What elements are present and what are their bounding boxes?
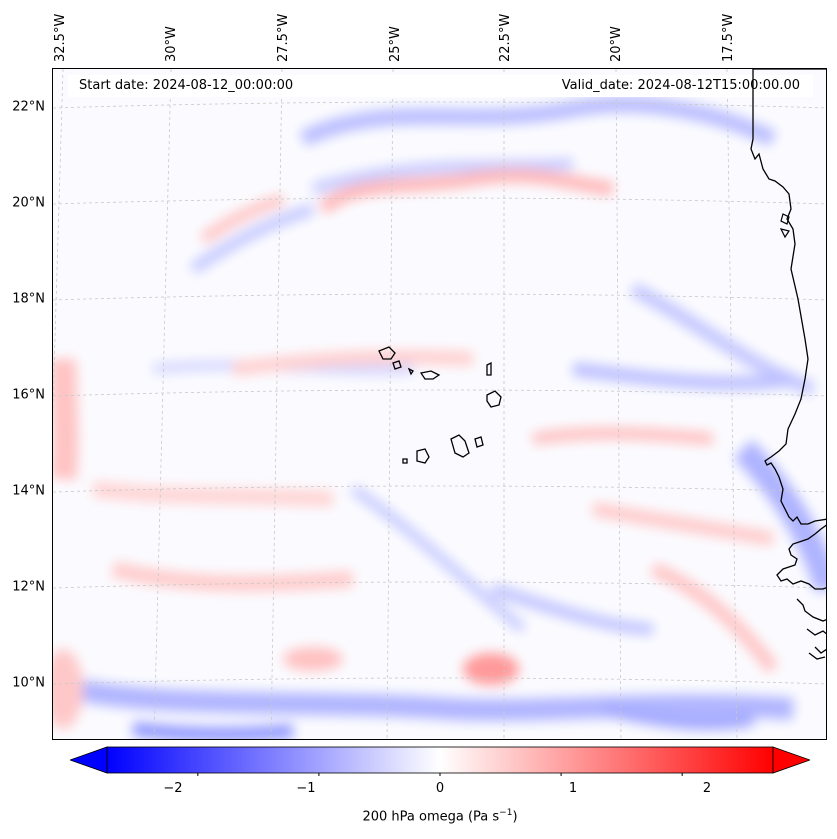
cape-verde-islands bbox=[378, 346, 502, 464]
start-date-label: Start date: 2024-08-12_00:00:00 bbox=[79, 78, 294, 93]
header-band bbox=[68, 75, 813, 97]
lat-label-10n: 10°N bbox=[12, 675, 45, 691]
omega-field-map bbox=[53, 69, 826, 739]
colorbar-tick-label: 0 bbox=[435, 781, 445, 796]
lat-label-14n: 14°N bbox=[12, 483, 45, 499]
lat-label-18n: 18°N bbox=[12, 291, 45, 307]
lat-label-12n: 12°N bbox=[12, 579, 45, 595]
lon-label-20w: 20°W bbox=[609, 26, 624, 62]
omega-field-shading bbox=[53, 96, 826, 739]
lat-label-22n: 22°N bbox=[12, 99, 45, 115]
lat-label-20n: 20°N bbox=[12, 195, 45, 211]
colorbar-tick-label: 1 bbox=[568, 781, 578, 796]
lon-label-30w: 30°W bbox=[164, 26, 179, 62]
valid-date-label: Valid_date: 2024-08-12T15:00:00.00 bbox=[561, 78, 800, 93]
colorbar-tick-label: −2 bbox=[163, 781, 183, 796]
lon-label-27-5w: 27.5°W bbox=[276, 13, 291, 62]
colorbar-min-extend bbox=[70, 746, 108, 774]
colorbar-label: 200 hPa omega (Pa s−1) bbox=[362, 808, 518, 825]
colorbar-tick-label: 2 bbox=[702, 781, 712, 796]
map-gridlines bbox=[53, 69, 826, 739]
colorbar-tick-label: −1 bbox=[296, 781, 316, 796]
africa-coastline bbox=[750, 69, 826, 525]
lon-label-25w: 25°W bbox=[388, 26, 403, 62]
map-panel bbox=[52, 68, 827, 740]
lat-label-16n: 16°N bbox=[12, 387, 45, 403]
colorbar-max-extend bbox=[772, 746, 810, 774]
africa-coastline-south bbox=[776, 524, 826, 660]
colorbar bbox=[70, 746, 810, 776]
lon-label-32-5w: 32.5°W bbox=[53, 13, 68, 62]
lon-label-22-5w: 22.5°W bbox=[498, 13, 513, 62]
lon-label-17-5w: 17.5°W bbox=[721, 13, 736, 62]
colorbar-gradient bbox=[106, 746, 774, 774]
